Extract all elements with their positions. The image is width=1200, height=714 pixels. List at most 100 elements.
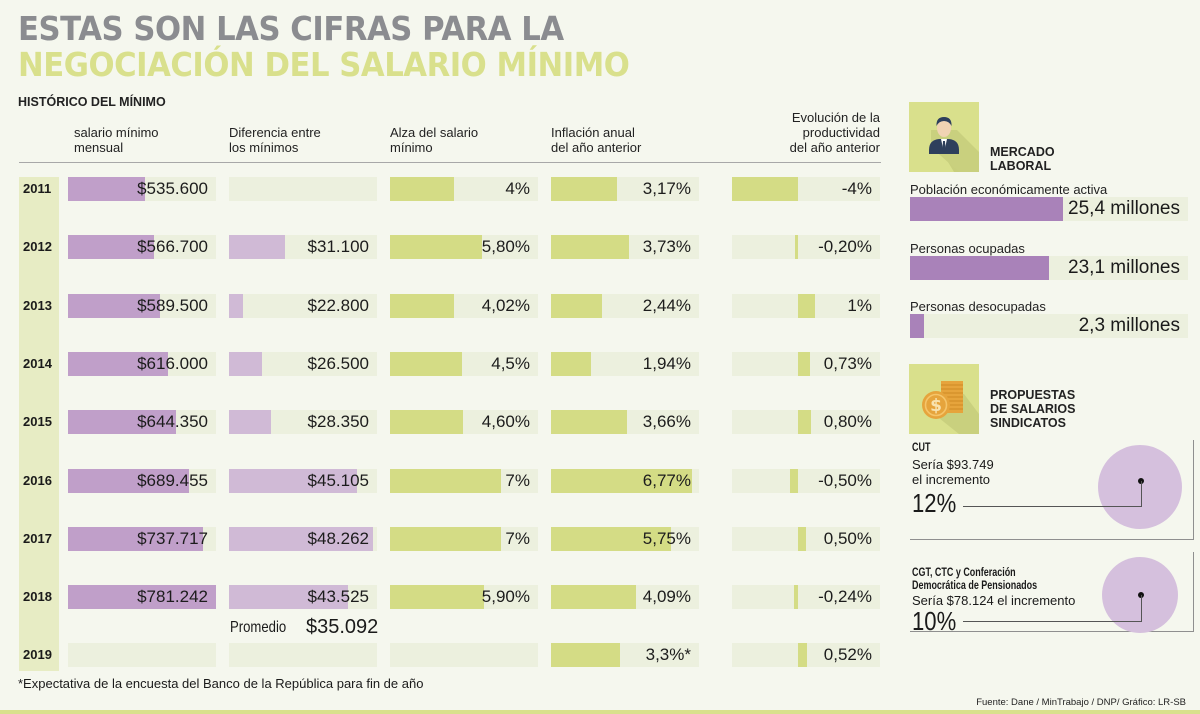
bar-cell-productividad: -0,20% bbox=[732, 235, 880, 260]
bar-inflacion bbox=[551, 410, 628, 435]
bar-alza bbox=[390, 585, 484, 610]
value-label: 4,09% bbox=[642, 587, 691, 607]
bar-cell-alza: 4,5% bbox=[390, 351, 538, 376]
bar-cell-alza: 4,60% bbox=[390, 410, 538, 435]
year-label: 2012 bbox=[23, 239, 52, 255]
source-credit: Fuente: Dane / MinTrabajo / DNP/ Gráfico… bbox=[976, 697, 1186, 708]
promedio-label: Promedio bbox=[230, 619, 287, 636]
bar-inflacion bbox=[551, 526, 671, 551]
bar-cell-inflacion: 1,94% bbox=[551, 351, 699, 376]
year-label: 2011 bbox=[23, 181, 52, 196]
bar-cell-alza: 5,90% bbox=[390, 585, 538, 610]
year-label: 2013 bbox=[23, 297, 52, 313]
bar-cell-diferencia: $31.100 bbox=[229, 235, 377, 260]
bar-cell-inflacion: 3,3%* bbox=[551, 643, 699, 668]
bar-productividad bbox=[798, 410, 812, 435]
bar-cell-diferencia: $22.800 bbox=[229, 293, 377, 318]
year-label: 2015 bbox=[23, 414, 52, 430]
value-label: -0,24% bbox=[818, 587, 872, 607]
value-label: $644.350 bbox=[137, 412, 208, 432]
bar-inflacion bbox=[551, 293, 602, 318]
bar-cell-salario: $737.717 bbox=[68, 526, 216, 551]
proposal-percentage: 10% bbox=[912, 606, 957, 636]
proposal-detail: Sería $93.749 bbox=[912, 457, 994, 472]
labor-metric-fill bbox=[910, 256, 1050, 280]
bar-cell-inflacion: 2,44% bbox=[551, 293, 699, 318]
value-label: 1,94% bbox=[642, 353, 691, 373]
labor-metric-label: Personas desocupadas bbox=[910, 299, 1046, 314]
section-title-line: DE SALARIOS bbox=[990, 402, 1076, 416]
value-label: $26.500 bbox=[307, 353, 369, 373]
bar-salario bbox=[68, 526, 204, 551]
value-label: 1% bbox=[847, 295, 872, 315]
labor-metric-value: 2,3 millones bbox=[1078, 315, 1180, 336]
header-divider bbox=[19, 162, 881, 163]
bar-inflacion bbox=[551, 351, 592, 376]
value-label: 3,66% bbox=[642, 412, 691, 432]
bar-inflacion bbox=[551, 177, 618, 201]
mercado-laboral-title: MERCADO LABORAL bbox=[990, 145, 1055, 173]
bar-diferencia bbox=[229, 468, 357, 493]
bar-alza bbox=[390, 293, 454, 318]
proposal-detail: el incremento bbox=[912, 472, 991, 487]
value-label: $566.700 bbox=[137, 237, 208, 257]
value-label: 4% bbox=[505, 179, 530, 198]
leader-line bbox=[963, 506, 1142, 507]
bar-diferencia bbox=[229, 410, 272, 435]
labor-metric-bar: 2,3 millones bbox=[910, 314, 1188, 338]
businessman-icon bbox=[909, 102, 979, 172]
year-label: 2018 bbox=[23, 589, 52, 605]
column-header-line: salario mínimo bbox=[74, 125, 159, 140]
value-label: 3,73% bbox=[642, 237, 691, 257]
column-header-line: Alza del salario bbox=[390, 125, 479, 140]
value-label: 4,5% bbox=[491, 353, 530, 373]
bar-cell-salario: $616.000 bbox=[68, 351, 216, 376]
column-header-salario: salario mínimo mensual bbox=[74, 125, 159, 155]
proposal-name: CGT, CTC y Conferación bbox=[912, 567, 1016, 579]
bar-alza bbox=[390, 177, 454, 201]
value-label: 7% bbox=[505, 470, 530, 490]
bar-diferencia bbox=[229, 351, 263, 376]
proposal-name: CUT bbox=[912, 442, 931, 454]
bar-salario bbox=[68, 293, 161, 318]
leader-line bbox=[1141, 595, 1142, 621]
bar-cell-productividad: 1% bbox=[732, 293, 880, 318]
bar-salario bbox=[68, 351, 169, 376]
column-header-line: mensual bbox=[74, 140, 124, 155]
column-header-line: del año anterior bbox=[789, 140, 880, 155]
proposal-percentage: 12% bbox=[912, 488, 957, 518]
bar-cell-salario: $589.500 bbox=[68, 293, 216, 318]
section-title-line: LABORAL bbox=[990, 159, 1052, 173]
value-label: $28.350 bbox=[307, 412, 369, 432]
labor-metric-bar: 23,1 millones bbox=[910, 256, 1188, 280]
bar-productividad bbox=[798, 643, 807, 668]
value-label: 4,60% bbox=[481, 412, 530, 432]
labor-metric-fill bbox=[910, 314, 924, 338]
year-label: 2016 bbox=[23, 472, 52, 488]
year-label: 2017 bbox=[23, 530, 52, 546]
column-header-alza: Alza del salario mínimo bbox=[390, 125, 478, 155]
promedio-value: $35.092 bbox=[306, 616, 379, 638]
value-label: 6,77% bbox=[642, 470, 691, 490]
proposal-cgt-ctc: CGT, CTC y Conferación Democrática de Pe… bbox=[910, 552, 1194, 636]
value-label: $48.262 bbox=[307, 528, 369, 548]
bar-cell-diferencia: $48.262 bbox=[229, 526, 377, 551]
bar-productividad bbox=[732, 177, 798, 201]
value-label: $589.500 bbox=[137, 295, 208, 315]
bottom-accent-bar bbox=[0, 710, 1200, 714]
column-header-diferencia: Diferencia entre los mínimos bbox=[229, 125, 321, 155]
column-header-line: mínimo bbox=[390, 140, 433, 155]
value-label: 5,80% bbox=[481, 237, 530, 257]
bar-cell-diferencia bbox=[229, 177, 377, 201]
bar-cell-diferencia: $43.525 bbox=[229, 585, 377, 610]
section-title-line: MERCADO bbox=[990, 145, 1055, 159]
proposal-circle bbox=[1098, 445, 1182, 529]
bar-salario bbox=[68, 468, 190, 493]
value-label: 3,17% bbox=[642, 179, 691, 198]
bar-diferencia bbox=[229, 526, 373, 551]
year-label: 2014 bbox=[23, 355, 52, 371]
value-label: 4,02% bbox=[481, 295, 530, 315]
bar-alza bbox=[390, 410, 464, 435]
bar-productividad bbox=[789, 468, 798, 493]
labor-metric-fill bbox=[910, 197, 1063, 221]
